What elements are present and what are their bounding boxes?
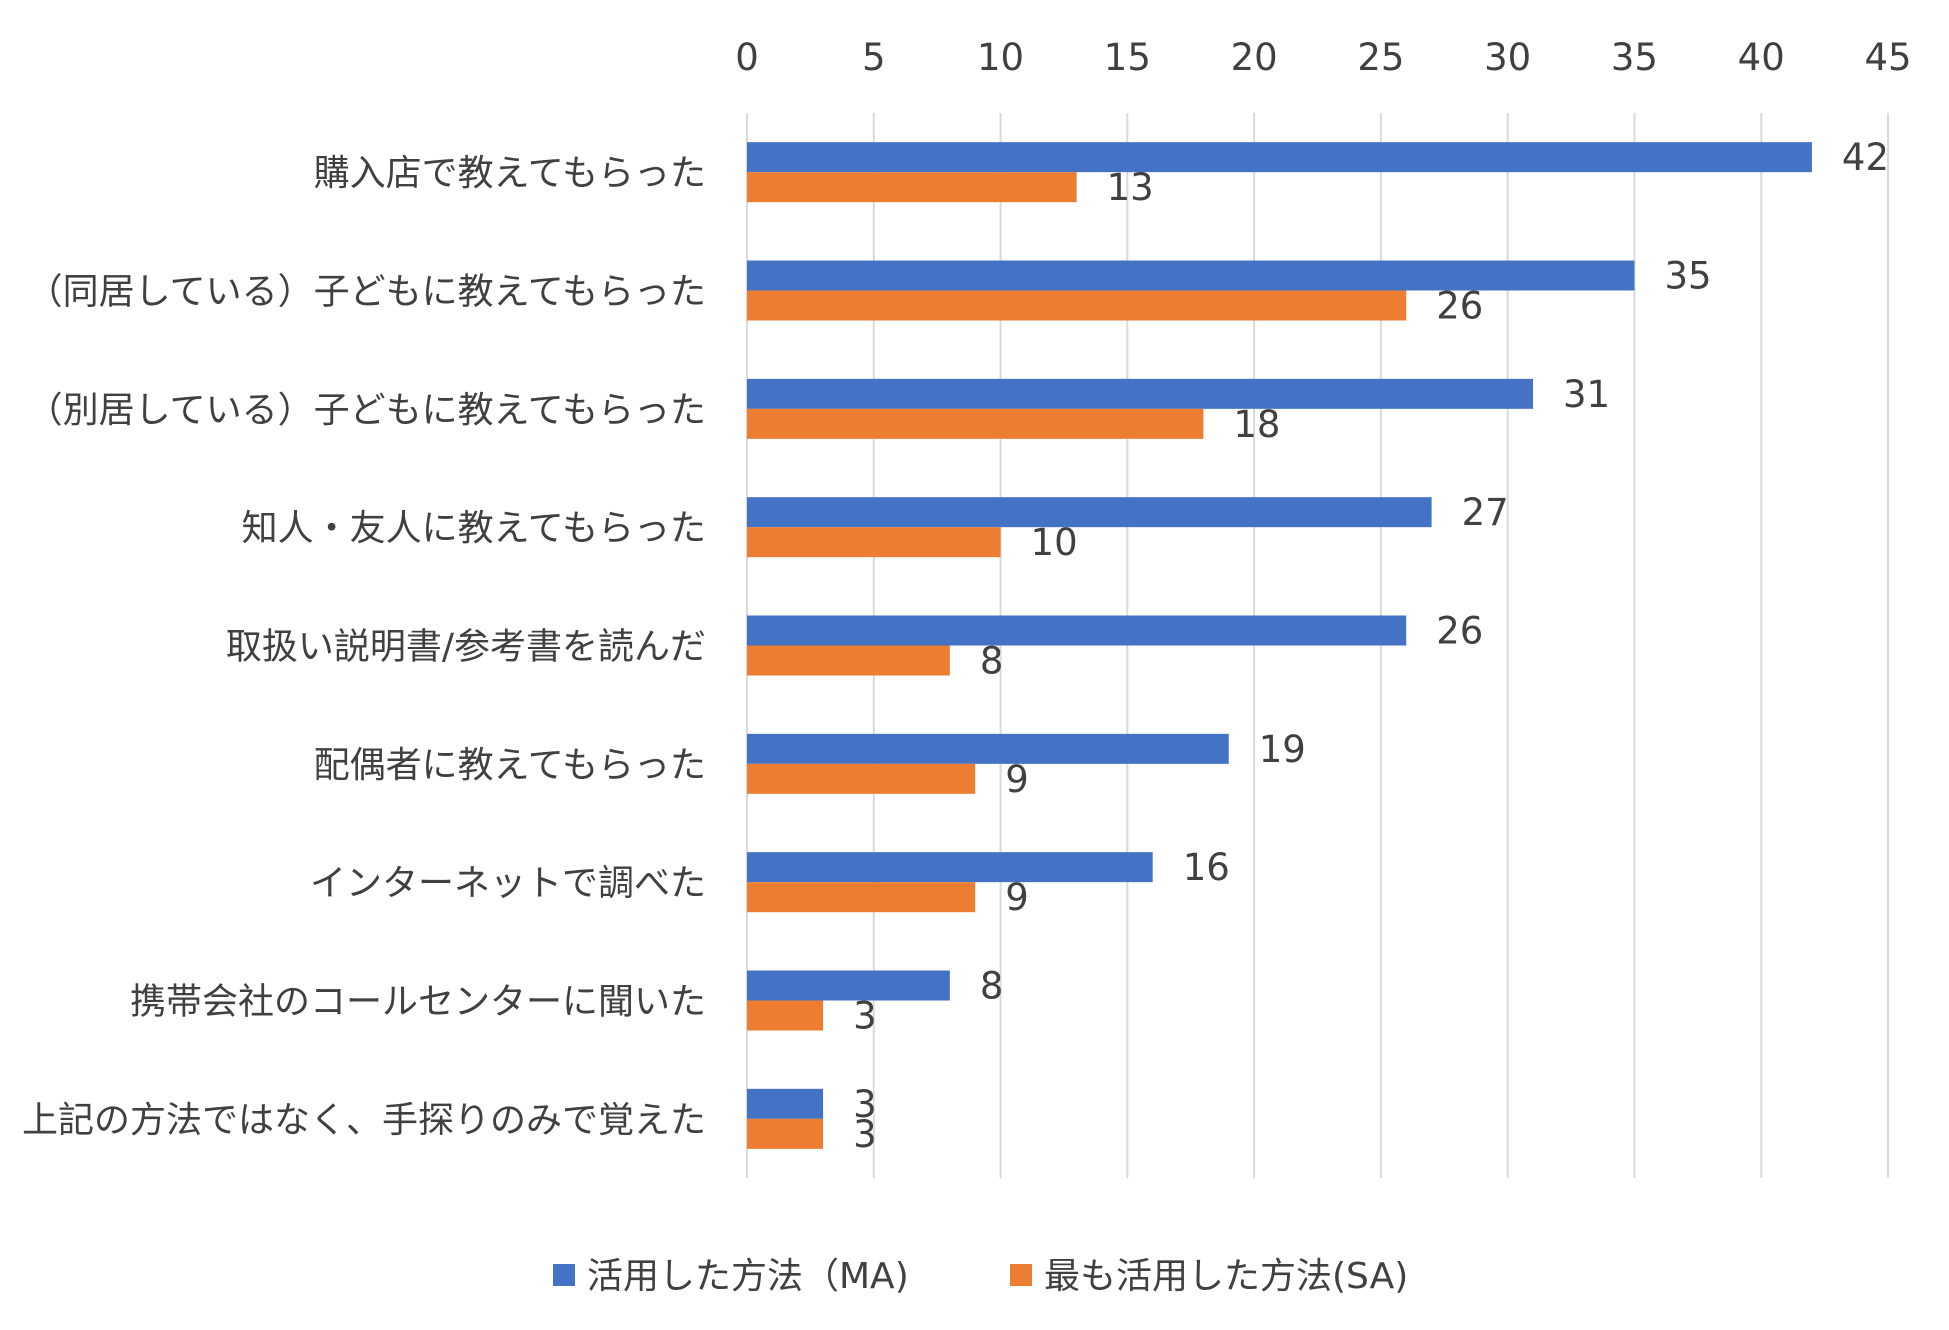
legend-label: 活用した方法（MA)	[587, 1256, 909, 1297]
bar-ma	[747, 1088, 824, 1119]
bar-ma	[747, 733, 1229, 764]
data-label-sa: 3	[853, 1113, 877, 1156]
category-label: 知人・友人に教えてもらった	[242, 508, 706, 549]
category-label: （別居している）子どもに教えてもらった	[27, 390, 706, 431]
legend-label: 最も活用した方法(SA)	[1044, 1256, 1408, 1297]
bar-sa	[747, 527, 1001, 558]
category-label: 上記の方法ではなく、手探りのみで覚えた	[22, 1100, 706, 1141]
bar-ma	[747, 260, 1635, 291]
x-tick-label: 30	[1484, 36, 1531, 79]
bar-sa	[747, 882, 976, 913]
data-label-sa: 13	[1107, 166, 1154, 209]
data-label-sa: 9	[1005, 876, 1029, 919]
bar-sa	[747, 763, 976, 794]
data-label-sa: 9	[1005, 758, 1029, 801]
bar-ma	[747, 852, 1153, 883]
x-tick-label: 0	[735, 36, 759, 79]
legend-swatch	[1010, 1264, 1032, 1286]
bar-ma	[747, 970, 950, 1001]
bar-ma	[747, 142, 1812, 173]
bar-sa	[747, 1118, 824, 1149]
bar-ma	[747, 615, 1407, 646]
x-tick-label: 5	[862, 36, 886, 79]
x-tick-label: 40	[1738, 36, 1785, 79]
x-axis-ticks: 0 5 10 15 20 25 30 35 40 45	[735, 36, 1911, 79]
data-label-ma: 8	[980, 965, 1004, 1008]
category-labels: 購入店で教えてもらった （同居している）子どもに教えてもらった （別居している）子ど…	[22, 153, 706, 1141]
bar-ma	[747, 497, 1432, 528]
data-label-sa: 26	[1436, 285, 1483, 328]
data-label-sa: 8	[980, 640, 1004, 683]
category-label: （同居している）子どもに教えてもらった	[27, 272, 706, 313]
x-tick-label: 20	[1231, 36, 1278, 79]
bar-sa	[747, 1000, 824, 1031]
data-label-sa: 3	[853, 995, 877, 1038]
legend: 活用した方法（MA) 最も活用した方法(SA)	[553, 1256, 1408, 1297]
x-tick-label: 25	[1357, 36, 1404, 79]
bar-sa	[747, 408, 1204, 439]
category-label: 配偶者に教えてもらった	[314, 745, 706, 786]
x-tick-label: 15	[1104, 36, 1151, 79]
bars	[747, 142, 1812, 1149]
category-label: インターネットで調べた	[310, 863, 706, 904]
data-label-sa: 10	[1031, 521, 1078, 564]
bar-sa	[747, 645, 950, 676]
data-label-ma: 19	[1259, 728, 1306, 771]
bar-sa	[747, 290, 1407, 321]
data-label-ma: 42	[1842, 136, 1889, 179]
x-tick-label: 35	[1611, 36, 1658, 79]
category-label: 取扱い説明書/参考書を読んだ	[226, 627, 706, 668]
legend-swatch	[553, 1264, 575, 1286]
x-tick-label: 45	[1864, 36, 1911, 79]
data-label-ma: 27	[1462, 491, 1509, 534]
data-label-ma: 35	[1664, 255, 1711, 298]
bar-sa	[747, 172, 1077, 203]
x-tick-label: 10	[977, 36, 1024, 79]
category-label: 携帯会社のコールセンターに聞いた	[130, 982, 706, 1023]
data-label-ma: 26	[1436, 610, 1483, 653]
category-label: 購入店で教えてもらった	[314, 153, 706, 194]
data-label-ma: 3	[853, 1083, 877, 1126]
data-label-ma: 16	[1183, 846, 1230, 889]
data-label-ma: 31	[1563, 373, 1610, 416]
data-label-sa: 18	[1233, 403, 1280, 446]
bar-ma	[747, 378, 1534, 409]
